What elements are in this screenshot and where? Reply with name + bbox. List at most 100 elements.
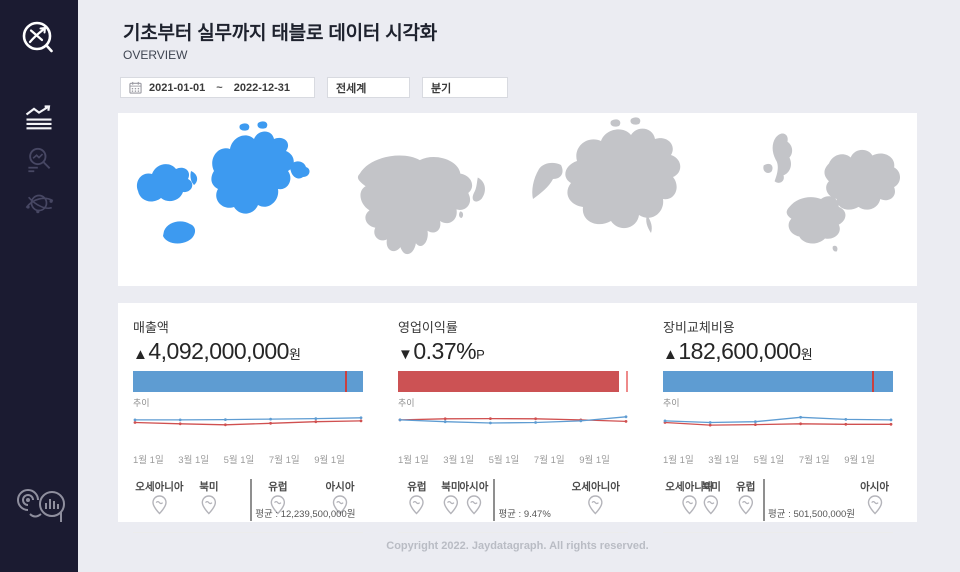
trend-sparkline <box>398 415 628 425</box>
copyright: Copyright 2022. Jaydatagraph. All rights… <box>386 540 649 552</box>
average-label: 평균 : 501,500,000원 <box>768 509 856 520</box>
region-label: 유럽 <box>268 481 288 493</box>
trend-label: 추이 <box>663 398 680 408</box>
maps-panel <box>118 113 917 286</box>
x-tick: 5월 1일 <box>488 455 520 466</box>
metric-value: ▼0.37%P <box>398 338 485 364</box>
map-pin-icon <box>270 495 286 515</box>
reference-line <box>344 371 347 392</box>
filter-bar: 2021-01-01 ~ 2022-12-31 전세계 분기 <box>120 77 960 98</box>
region-pin: 아시아 <box>325 479 355 515</box>
region-label: 아시아 <box>325 481 355 493</box>
calendar-icon <box>129 81 142 94</box>
map-pin-icon <box>867 495 882 515</box>
date-separator: ~ <box>216 81 223 94</box>
region-label: 오세아니아 <box>665 481 714 493</box>
kpi-panel: 매출액 ▲4,092,000,000원 추이 1월 1일 3월 1일 5월 1일 7월… <box>118 303 917 533</box>
region-pin: 오세아니아 <box>572 479 620 515</box>
date-range-filter[interactable]: 2021-01-01 ~ 2022-12-31 <box>120 77 315 98</box>
kpi-card-equipment-cost: 장비교체비용 ▲182,600,000원 추이 1월 1일 3월 1일 5월 1일 7… <box>663 317 893 533</box>
map-pin-icon <box>704 495 719 515</box>
average-label: 평균 : 12,239,500,000원 <box>255 509 356 520</box>
x-axis-ticks: 1월 1일 3월 1일 5월 1일 7월 1일 9월 1일 <box>133 452 363 466</box>
region-label: 북미 <box>199 481 219 493</box>
x-tick: 1월 1일 <box>398 455 429 466</box>
x-tick: 7월 1일 <box>798 455 830 466</box>
metric-unit: 원 <box>288 347 301 362</box>
signature-logo-icon <box>17 489 65 522</box>
x-tick: 7월 1일 <box>268 455 300 466</box>
region-pin: 아시아 <box>459 479 488 515</box>
kpi-bar <box>663 371 893 392</box>
world-selection-map[interactable] <box>128 119 318 269</box>
search-analytics-icon[interactable] <box>24 147 54 173</box>
region-label: 오세아니아 <box>571 481 620 493</box>
trend-label: 추이 <box>398 398 415 408</box>
asia-map[interactable] <box>328 135 498 280</box>
map-pin-icon <box>443 495 459 515</box>
trend-label: 추이 <box>133 398 150 408</box>
region-pin: 유럽 <box>736 479 755 515</box>
average-reference-line <box>493 479 496 521</box>
metric-value: ▲182,600,000원 <box>663 338 813 364</box>
region-filter-value: 전세계 <box>336 82 367 95</box>
delta-up-icon: ▲ <box>133 346 148 363</box>
x-tick: 5월 1일 <box>753 455 785 466</box>
x-tick: 9월 1일 <box>844 455 875 466</box>
sidebar-nav <box>24 104 54 216</box>
date-end: 2022-12-31 <box>233 81 290 94</box>
x-tick: 7월 1일 <box>533 455 565 466</box>
region-pin: 오세아니아 <box>665 479 714 515</box>
region-label: 아시아 <box>860 481 890 493</box>
region-filter[interactable]: 전세계 <box>327 77 410 98</box>
x-axis-ticks: 1월 1일 3월 1일 5월 1일 7월 1일 9월 1일 <box>398 452 628 466</box>
region-label: 북미 <box>441 481 461 493</box>
region-label: 유럽 <box>407 481 427 493</box>
kpi-bar <box>133 371 363 392</box>
x-tick: 3월 1일 <box>708 455 739 466</box>
trend-report-icon[interactable] <box>24 104 54 130</box>
x-tick: 9월 1일 <box>314 455 345 466</box>
chart-bubble-logo-icon <box>22 21 53 53</box>
region-label: 오세아니아 <box>135 481 184 493</box>
map-pin-icon <box>152 495 167 515</box>
map-pin-icon <box>466 495 482 515</box>
region-pin: 북미 <box>702 479 721 515</box>
main-content: 기초부터 실무까지 태블로 데이터 시각화 OVERVIEW 2021-01-0… <box>78 0 960 572</box>
region-pin: 아시아 <box>860 479 889 515</box>
reference-line <box>872 371 875 392</box>
page-subtitle: OVERVIEW <box>123 48 188 62</box>
europe-map[interactable] <box>737 120 907 278</box>
map-pin-icon <box>201 495 217 515</box>
global-network-icon[interactable] <box>24 190 54 216</box>
region-pin: 오세아니아 <box>135 479 184 515</box>
delta-up-icon: ▲ <box>663 346 678 363</box>
kpi-bar <box>398 371 628 392</box>
reference-line <box>625 371 628 392</box>
north-america-map[interactable] <box>525 117 710 272</box>
region-label: 북미 <box>701 481 721 493</box>
map-pin-icon <box>682 495 697 515</box>
delta-down-icon: ▼ <box>398 346 413 363</box>
date-start: 2021-01-01 <box>149 81 206 94</box>
metric-label: 장비교체비용 <box>663 320 735 335</box>
average-reference-line <box>250 479 253 521</box>
period-filter[interactable]: 분기 <box>422 77 508 98</box>
region-pin: 북미 <box>441 479 461 515</box>
average-label: 평균 : 9.47% <box>498 509 551 520</box>
metric-value: ▲4,092,000,000원 <box>133 338 301 364</box>
x-tick: 3월 1일 <box>443 455 474 466</box>
x-tick: 9월 1일 <box>579 455 610 466</box>
trend-sparkline <box>133 416 363 427</box>
sidebar <box>0 0 78 572</box>
region-label: 유럽 <box>736 481 756 493</box>
metric-label: 영업이익률 <box>398 320 458 335</box>
metric-label: 매출액 <box>133 320 169 335</box>
page-title: 기초부터 실무까지 태블로 데이터 시각화 <box>123 23 438 44</box>
x-axis-ticks: 1월 1일 3월 1일 5월 1일 7월 1일 9월 1일 <box>663 452 893 466</box>
map-pin-icon <box>738 495 753 515</box>
metric-unit: P <box>476 347 485 362</box>
kpi-card-operating-margin: 영업이익률 ▼0.37%P 추이 1월 1일 3월 1일 5월 1일 7월 1일 9월 … <box>398 317 628 533</box>
